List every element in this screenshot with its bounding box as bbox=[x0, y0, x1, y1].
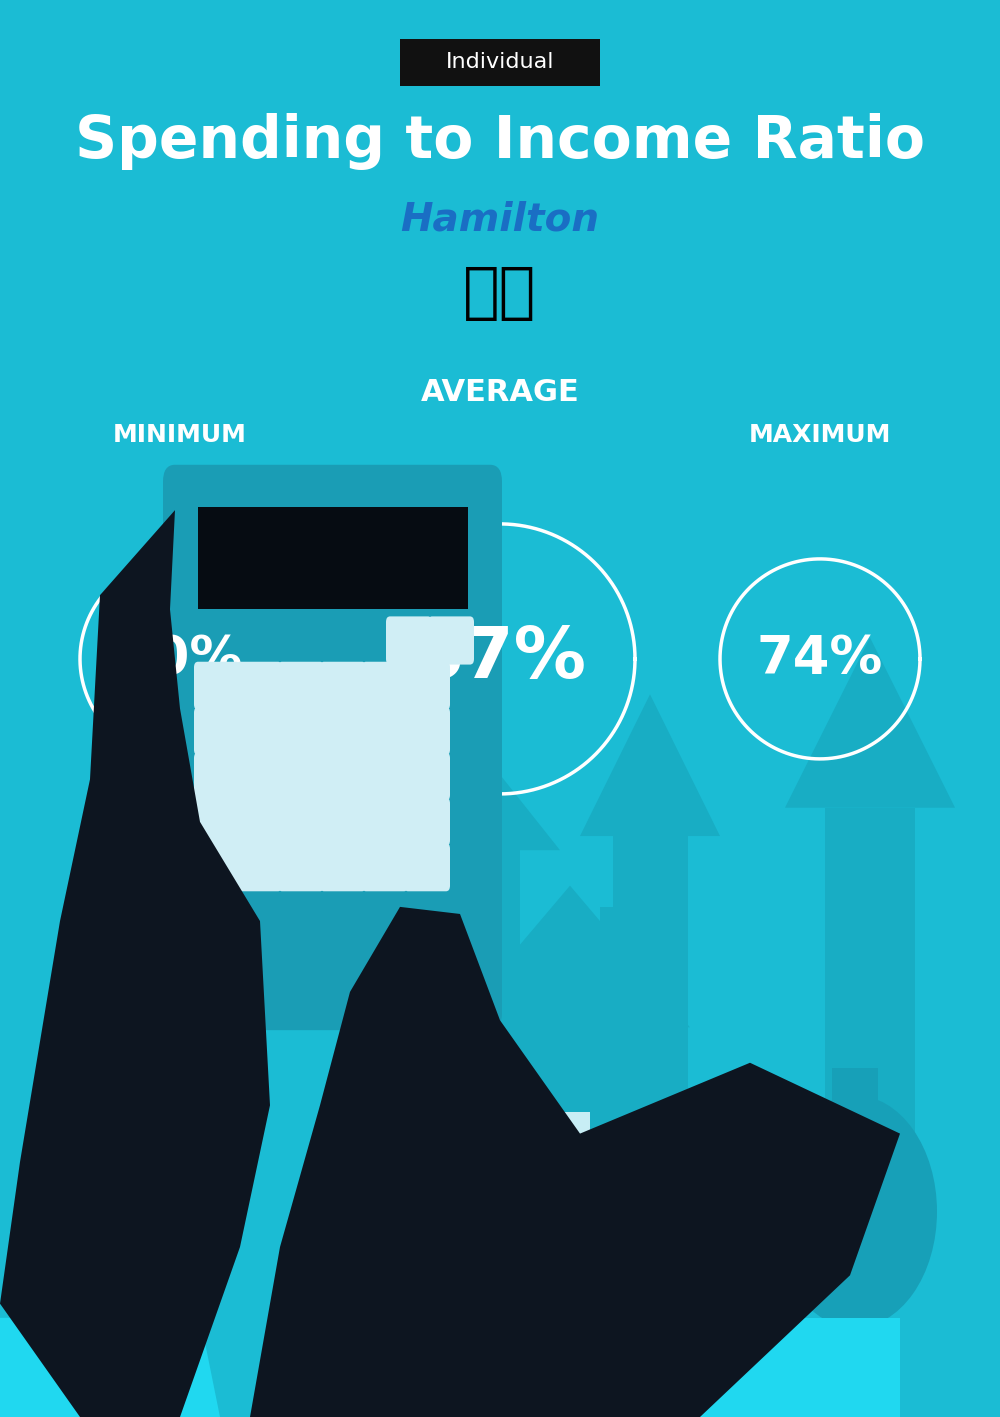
FancyBboxPatch shape bbox=[278, 662, 324, 710]
Bar bbox=[420, 850, 520, 1105]
FancyBboxPatch shape bbox=[194, 798, 240, 846]
Text: MINIMUM: MINIMUM bbox=[113, 424, 247, 446]
Bar bbox=[198, 507, 468, 609]
FancyBboxPatch shape bbox=[362, 707, 408, 755]
Polygon shape bbox=[250, 907, 900, 1417]
Bar bbox=[535, 1214, 620, 1224]
FancyBboxPatch shape bbox=[236, 752, 282, 801]
Text: 60%: 60% bbox=[117, 633, 243, 684]
FancyBboxPatch shape bbox=[320, 752, 366, 801]
FancyBboxPatch shape bbox=[386, 616, 432, 665]
FancyBboxPatch shape bbox=[404, 662, 450, 710]
Bar bbox=[545, 1112, 590, 1233]
Bar bbox=[470, 1027, 680, 1233]
Text: Individual: Individual bbox=[446, 52, 554, 72]
Polygon shape bbox=[0, 510, 270, 1417]
FancyBboxPatch shape bbox=[404, 707, 450, 755]
FancyBboxPatch shape bbox=[400, 38, 600, 85]
Polygon shape bbox=[380, 737, 560, 850]
FancyBboxPatch shape bbox=[194, 752, 240, 801]
Bar bbox=[832, 1068, 878, 1100]
FancyBboxPatch shape bbox=[362, 843, 408, 891]
Bar bbox=[535, 1197, 620, 1207]
Bar bbox=[535, 1223, 620, 1233]
FancyBboxPatch shape bbox=[404, 843, 450, 891]
FancyBboxPatch shape bbox=[278, 843, 324, 891]
FancyBboxPatch shape bbox=[320, 843, 366, 891]
Text: 67%: 67% bbox=[414, 625, 586, 693]
Bar bbox=[535, 1189, 620, 1199]
FancyBboxPatch shape bbox=[320, 662, 366, 710]
Bar bbox=[825, 808, 915, 1233]
Text: $: $ bbox=[844, 1202, 866, 1230]
Text: $: $ bbox=[748, 1192, 762, 1212]
FancyBboxPatch shape bbox=[163, 465, 502, 1030]
Text: Spending to Income Ratio: Spending to Income Ratio bbox=[75, 113, 925, 170]
FancyBboxPatch shape bbox=[236, 662, 282, 710]
FancyBboxPatch shape bbox=[404, 798, 450, 846]
FancyBboxPatch shape bbox=[194, 707, 240, 755]
FancyBboxPatch shape bbox=[278, 798, 324, 846]
Text: 74%: 74% bbox=[757, 633, 883, 684]
FancyBboxPatch shape bbox=[236, 798, 282, 846]
Polygon shape bbox=[785, 638, 955, 808]
FancyBboxPatch shape bbox=[362, 662, 408, 710]
Bar bbox=[738, 1098, 772, 1124]
FancyBboxPatch shape bbox=[278, 707, 324, 755]
Text: AVERAGE: AVERAGE bbox=[421, 378, 579, 407]
Polygon shape bbox=[450, 886, 690, 1027]
Text: 🇳🇿: 🇳🇿 bbox=[463, 264, 537, 323]
FancyBboxPatch shape bbox=[236, 843, 282, 891]
Text: MAXIMUM: MAXIMUM bbox=[749, 424, 891, 446]
FancyBboxPatch shape bbox=[194, 662, 240, 710]
Bar bbox=[535, 1180, 620, 1190]
FancyBboxPatch shape bbox=[428, 616, 474, 665]
FancyBboxPatch shape bbox=[194, 843, 240, 891]
Bar bbox=[612, 836, 688, 1233]
FancyBboxPatch shape bbox=[362, 752, 408, 801]
Text: Hamilton: Hamilton bbox=[400, 201, 600, 238]
Polygon shape bbox=[300, 1318, 900, 1417]
Bar bbox=[600, 907, 625, 985]
Circle shape bbox=[700, 1119, 810, 1275]
Bar bbox=[535, 1206, 620, 1216]
FancyBboxPatch shape bbox=[236, 707, 282, 755]
FancyBboxPatch shape bbox=[404, 752, 450, 801]
Polygon shape bbox=[0, 1318, 220, 1417]
FancyBboxPatch shape bbox=[320, 707, 366, 755]
Circle shape bbox=[773, 1095, 937, 1328]
FancyBboxPatch shape bbox=[278, 752, 324, 801]
Polygon shape bbox=[580, 694, 720, 836]
FancyBboxPatch shape bbox=[362, 798, 408, 846]
FancyBboxPatch shape bbox=[320, 798, 366, 846]
